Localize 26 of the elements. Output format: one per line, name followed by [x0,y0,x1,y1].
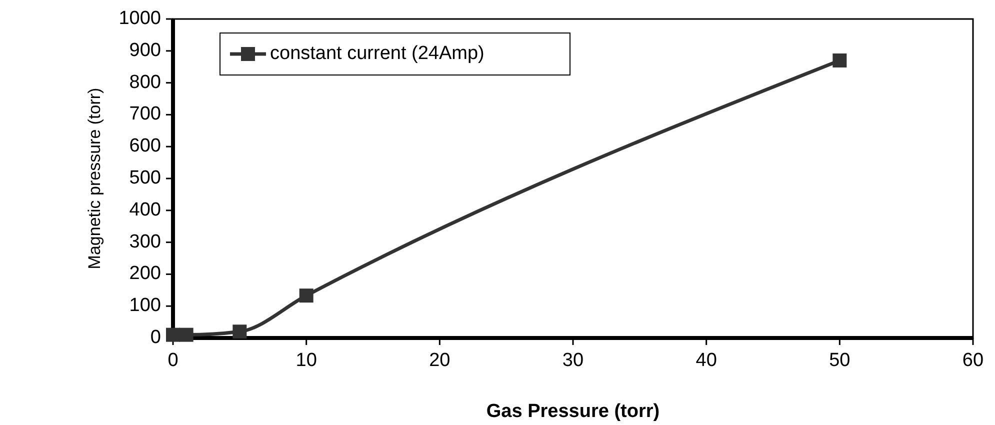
y-tick-label: 100 [129,295,161,316]
y-tick-label: 800 [129,72,161,93]
y-axis-title: Magnetic pressure (torr) [85,88,104,270]
x-tick-label: 20 [429,350,450,371]
x-tick-label: 50 [829,350,850,371]
x-axis-title: Gas Pressure (torr) [486,401,660,422]
y-tick-label: 300 [129,231,161,252]
point [832,53,847,68]
y-tick-label: 500 [129,168,161,189]
y-tick-label: 900 [129,40,161,61]
x-tick-label: 0 [168,350,178,371]
y-tick-label: 200 [129,263,161,284]
legend-label: constant current (24Amp) [270,43,484,64]
point [232,324,247,339]
y-tick-label: 0 [150,327,161,348]
y-tick-label: 400 [129,199,161,220]
point [166,328,180,342]
x-tick-label: 60 [962,350,984,371]
point [179,328,194,342]
y-tick-label: 600 [129,136,161,157]
point [299,288,314,303]
x-tick-label: 30 [562,350,584,371]
y-tick-label: 1000 [118,8,161,30]
x-tick-label: 40 [696,350,717,371]
x-tick-label: 10 [296,350,317,371]
y-tick-label: 700 [129,104,161,125]
